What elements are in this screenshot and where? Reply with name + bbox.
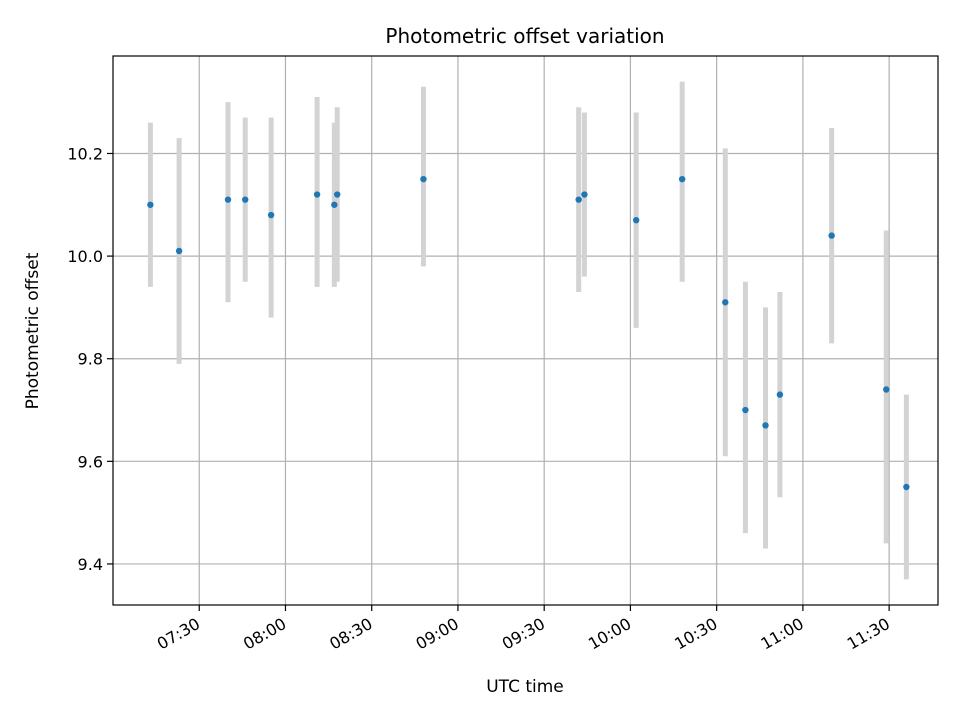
data-point xyxy=(334,191,341,198)
x-tick-label: 11:00 xyxy=(757,614,806,654)
data-point xyxy=(575,196,582,203)
x-tick-label: 08:00 xyxy=(240,614,289,654)
y-tick-label: 9.8 xyxy=(78,350,103,369)
x-tick-label: 07:30 xyxy=(154,614,203,654)
data-point xyxy=(242,196,249,203)
data-point xyxy=(581,191,588,198)
data-point xyxy=(420,175,427,183)
x-tick-label: 08:30 xyxy=(326,614,375,654)
y-tick-label: 9.4 xyxy=(78,555,103,574)
data-point xyxy=(224,196,232,203)
data-point xyxy=(632,216,640,224)
data-point xyxy=(147,201,154,208)
x-tick-label: 09:30 xyxy=(499,614,548,654)
error-bars xyxy=(147,81,909,580)
data-point xyxy=(313,191,321,198)
data-point xyxy=(678,175,686,183)
x-axis: 07:30 08:00 08:30 09:00 09:30 10:00 10:30 11:00… xyxy=(154,605,893,654)
data-point xyxy=(331,201,338,208)
grid xyxy=(113,56,938,605)
data-point xyxy=(722,299,729,306)
y-tick-label: 9.6 xyxy=(78,452,103,471)
data-point xyxy=(267,211,275,219)
chart-title: Photometric offset variation xyxy=(385,24,664,48)
x-axis-label: UTC time xyxy=(486,677,564,697)
x-tick-label: 10:30 xyxy=(671,614,720,654)
data-point xyxy=(742,406,749,414)
data-point xyxy=(828,232,835,239)
data-point xyxy=(776,391,784,398)
data-point xyxy=(883,386,890,393)
plot-frame xyxy=(112,55,939,606)
data-point xyxy=(762,422,769,429)
data-point xyxy=(903,483,910,491)
y-axis: 9.4 9.6 9.8 10.0 10.2 xyxy=(67,144,113,574)
x-tick-label: 11:30 xyxy=(844,614,893,654)
y-axis-label: Photometric offset xyxy=(23,252,43,409)
y-tick-label: 10.0 xyxy=(67,247,103,266)
data-point xyxy=(175,247,183,255)
x-tick-label: 10:00 xyxy=(585,614,634,654)
x-tick-label: 09:00 xyxy=(413,614,462,654)
data-points xyxy=(147,175,910,491)
y-tick-label: 10.2 xyxy=(67,144,103,163)
